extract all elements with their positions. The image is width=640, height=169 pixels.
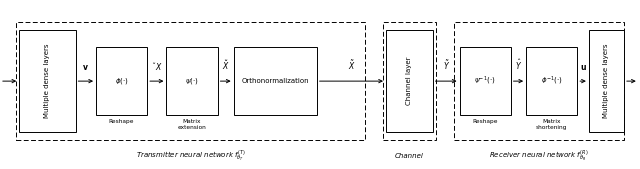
Text: Matrix
extension: Matrix extension xyxy=(178,119,206,130)
Text: $\phi(\cdot)$: $\phi(\cdot)$ xyxy=(115,76,129,86)
Text: $\check{X}$: $\check{X}$ xyxy=(152,60,162,72)
Text: $\mathbf{v}$: $\mathbf{v}$ xyxy=(83,63,89,72)
Bar xyxy=(234,47,317,115)
Text: Reshape: Reshape xyxy=(109,119,134,124)
Text: $\psi(\cdot)$: $\psi(\cdot)$ xyxy=(185,76,199,86)
Bar xyxy=(454,22,624,140)
Text: Multiple dense layers: Multiple dense layers xyxy=(604,44,609,118)
Text: Multiple dense layers: Multiple dense layers xyxy=(44,44,51,118)
Text: $\breve{X}$: $\breve{X}$ xyxy=(221,58,230,72)
Bar xyxy=(589,30,624,132)
Text: $\hat{Y}$: $\hat{Y}$ xyxy=(515,57,522,72)
Text: $\psi^{-1}(\cdot)$: $\psi^{-1}(\cdot)$ xyxy=(474,75,496,87)
Text: Reshape: Reshape xyxy=(472,119,498,124)
Bar xyxy=(526,47,577,115)
Bar xyxy=(96,47,147,115)
Text: Matrix
shortening: Matrix shortening xyxy=(536,119,568,130)
Text: $\tilde{Y}$: $\tilde{Y}$ xyxy=(442,58,450,72)
Bar xyxy=(383,22,436,140)
Text: Channel: Channel xyxy=(395,153,424,159)
Text: Transmitter neural network $f^{(T)}_{\theta_T}$: Transmitter neural network $f^{(T)}_{\th… xyxy=(136,149,246,164)
Bar xyxy=(460,47,511,115)
Text: Orthonormalization: Orthonormalization xyxy=(241,78,309,84)
Text: Receiver neural network $f^{(R)}_{\theta_R}$: Receiver neural network $f^{(R)}_{\theta… xyxy=(489,149,589,164)
Text: $\mathbf{u}$: $\mathbf{u}$ xyxy=(580,63,586,72)
Bar xyxy=(386,30,433,132)
Text: $\phi^{-1}(\cdot)$: $\phi^{-1}(\cdot)$ xyxy=(541,75,563,87)
Bar xyxy=(166,47,218,115)
Bar xyxy=(19,30,76,132)
Text: Channel layer: Channel layer xyxy=(406,57,412,105)
Bar xyxy=(16,22,365,140)
Text: $\tilde{X}$: $\tilde{X}$ xyxy=(348,58,355,72)
